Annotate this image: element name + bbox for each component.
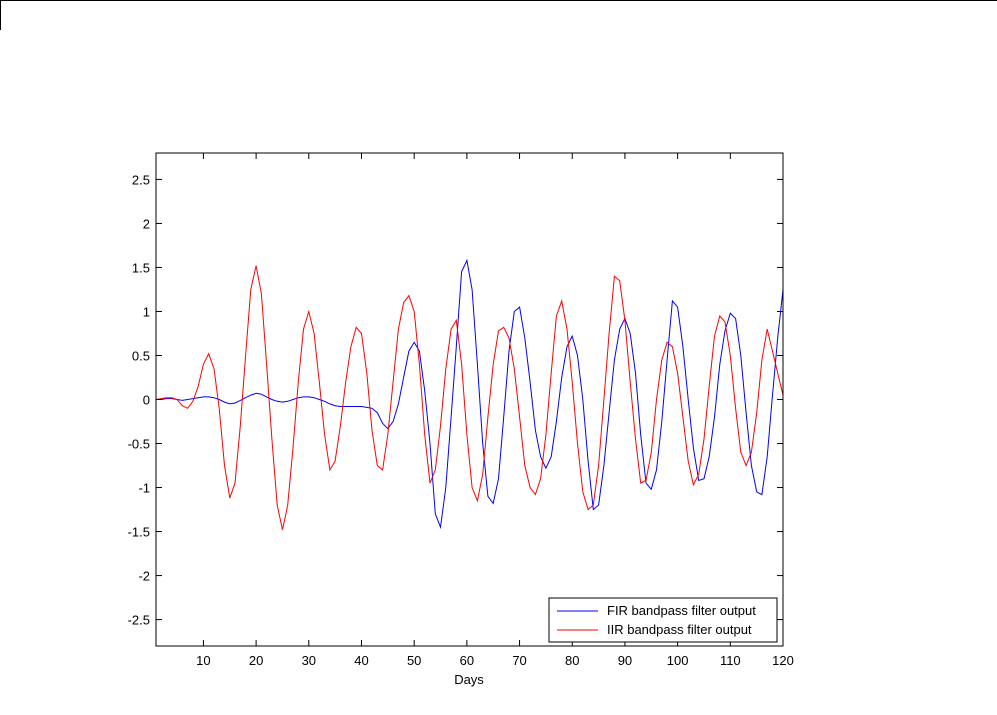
plot-area bbox=[156, 153, 783, 646]
x-axis-label: Days bbox=[454, 672, 484, 687]
series-layer bbox=[155, 258, 784, 530]
y-tick-label: -2.5 bbox=[128, 613, 150, 628]
legend-label-iir: IIR bandpass filter output bbox=[607, 622, 752, 637]
y-tick-label: 1.5 bbox=[132, 260, 150, 275]
window-top-border bbox=[0, 0, 997, 1]
y-tick-label: 0 bbox=[143, 393, 150, 408]
series-line-fir bbox=[156, 258, 784, 530]
x-tick-label: 40 bbox=[354, 653, 368, 668]
x-tick-label: 90 bbox=[618, 653, 632, 668]
x-tick-label: 110 bbox=[720, 653, 741, 668]
legend-label-fir: FIR bandpass filter output bbox=[607, 603, 756, 618]
y-tick-label: 2.5 bbox=[132, 172, 150, 187]
y-tick-label: 1 bbox=[143, 304, 150, 319]
y-tick-label: 2 bbox=[143, 216, 150, 231]
x-tick-label: 60 bbox=[460, 653, 474, 668]
legend: FIR bandpass filter output IIR bandpass … bbox=[548, 597, 778, 643]
y-tick-label: -0.5 bbox=[128, 437, 150, 452]
x-tick-label: 120 bbox=[772, 653, 794, 668]
legend-box bbox=[548, 597, 778, 643]
x-tick-label: 30 bbox=[302, 653, 316, 668]
y-tick-label: -2 bbox=[138, 569, 150, 584]
ticks-layer: 10 20 30 40 50 60 70 80 90 100 110 120 2.5 2 1.5 1 0.5 0 -… bbox=[128, 153, 794, 668]
x-tick-label: 50 bbox=[407, 653, 421, 668]
y-tick-label: 0.5 bbox=[132, 348, 150, 363]
series-line-iir bbox=[155, 265, 784, 530]
x-tick-label: 20 bbox=[249, 653, 263, 668]
window-left-edge bbox=[0, 0, 1, 30]
y-tick-label: -1.5 bbox=[128, 525, 150, 540]
x-tick-label: 100 bbox=[667, 653, 689, 668]
y-tick-label: -1 bbox=[138, 481, 150, 496]
x-tick-label: 70 bbox=[512, 653, 526, 668]
x-tick-label: 10 bbox=[196, 653, 210, 668]
x-tick-label: 80 bbox=[565, 653, 579, 668]
